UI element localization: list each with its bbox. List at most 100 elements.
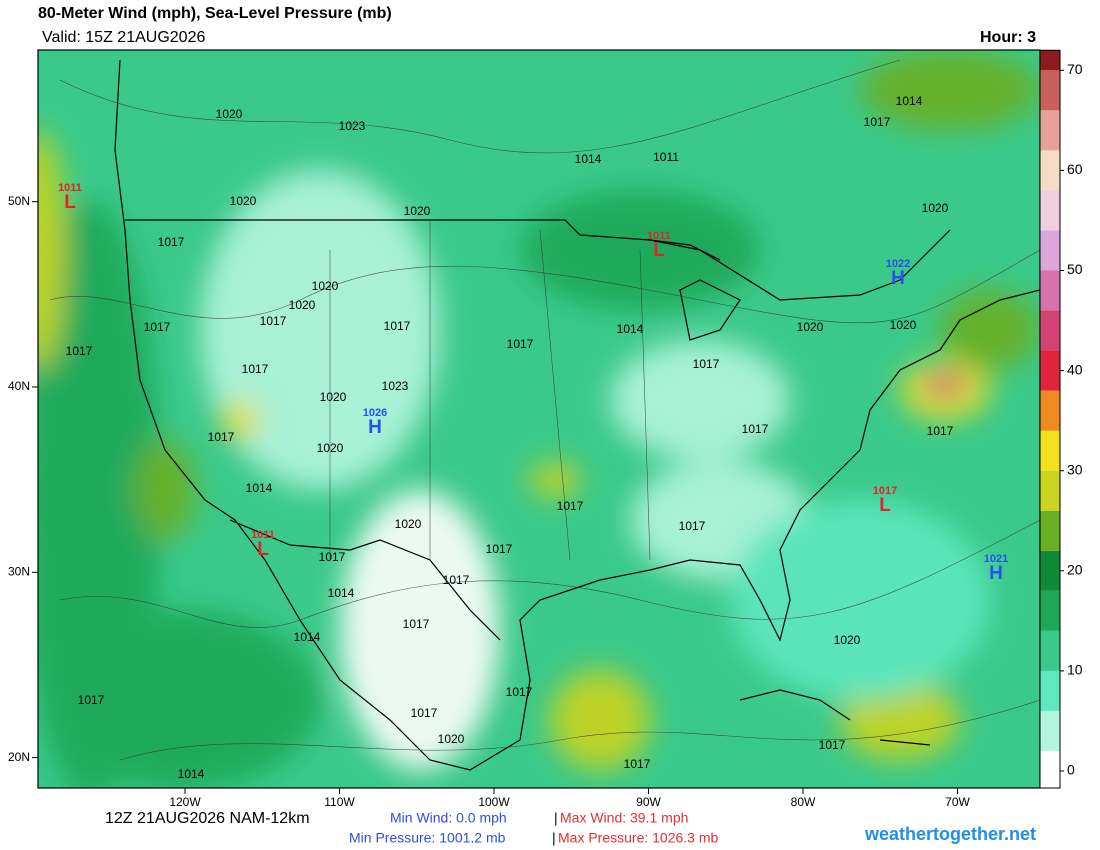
colorbar-tick-label: 60: [1067, 161, 1083, 177]
isobar-label: 1014: [328, 586, 355, 600]
isobar-label: 1020: [320, 390, 347, 404]
isobar-label: 1020: [922, 201, 949, 215]
isobar-label: 1017: [864, 115, 891, 129]
lon-tick-label: 110W: [324, 795, 355, 809]
isobar-label: 1020: [404, 204, 431, 218]
lat-tick-label: 50N: [8, 194, 30, 208]
title: 80-Meter Wind (mph), Sea-Level Pressure …: [38, 5, 392, 22]
isobar-label: 1017: [557, 499, 584, 513]
pressure-center-symbol: H: [368, 417, 382, 438]
lon-tick-label: 70W: [945, 795, 970, 809]
lon-tick-label: 80W: [791, 795, 816, 809]
isobar-label: 1020: [216, 107, 243, 121]
isobar-label: 1020: [230, 194, 257, 208]
colorbar-bin: [1040, 750, 1060, 789]
colorbar-tick-label: 0: [1067, 762, 1075, 778]
colorbar-bin: [1040, 350, 1060, 391]
lon-tick-label: 120W: [169, 795, 201, 809]
isobar-label: 1011: [653, 150, 679, 164]
colorbar-bin: [1040, 670, 1060, 711]
colorbar-tick-label: 30: [1067, 461, 1083, 477]
isobar-label: 1017: [66, 344, 93, 358]
isobar-label: 1017: [144, 320, 171, 334]
colorbar-bin: [1040, 390, 1060, 431]
isobar-label: 1020: [834, 633, 861, 647]
isobar-label: 1020: [289, 298, 316, 312]
colorbar-bin: [1040, 110, 1060, 151]
isobar-label: 1014: [617, 322, 644, 336]
forecast-hour: Hour: 3: [980, 29, 1036, 46]
pressure-center-symbol: L: [257, 539, 269, 560]
colorbar-bin: [1040, 150, 1060, 191]
isobar-label: 1017: [506, 685, 533, 699]
isobar-label: 1017: [679, 519, 706, 533]
isobar-label: 1020: [797, 320, 824, 334]
isobar-label: 1020: [395, 517, 422, 531]
isobar-label: 1017: [403, 617, 430, 631]
min-wind: Min Wind: 0.0 mph: [390, 810, 507, 826]
pressure-center-symbol: H: [891, 268, 905, 289]
lon-tick-label: 90W: [636, 795, 661, 809]
colorbar-bin: [1040, 590, 1060, 631]
colorbar-bin: [1040, 310, 1060, 351]
colorbar-tick-label: 10: [1067, 662, 1083, 678]
colorbar-bin: [1040, 190, 1060, 231]
colorbar-bin: [1040, 70, 1060, 111]
colorbar-tick-label: 70: [1067, 61, 1083, 77]
lat-tick-label: 20N: [8, 750, 30, 764]
model-run: 12Z 21AUG2026 NAM-12km: [105, 810, 310, 827]
pressure-center-value: 1011: [647, 230, 671, 242]
isobar-label: 1017: [384, 319, 411, 333]
pressure-center-value: 1011: [58, 182, 82, 194]
isobar-label: 1014: [294, 630, 321, 644]
valid-time: Valid: 15Z 21AUG2026: [42, 29, 205, 46]
lon-tick-label: 100W: [478, 795, 510, 809]
isobar-label: 1023: [382, 379, 409, 393]
colorbar-tick-label: 40: [1067, 361, 1083, 377]
colorbar-bin: [1040, 270, 1060, 311]
isobar-label: 1020: [312, 279, 339, 293]
isobar-label: 1017: [486, 542, 513, 556]
isobar-label: 1017: [624, 757, 651, 771]
pressure-center-value: 1022: [886, 258, 910, 270]
isobar-label: 1020: [438, 732, 465, 746]
pressure-center-symbol: L: [64, 192, 76, 213]
isobar-label: 1017: [78, 693, 105, 707]
colorbar-bin: [1040, 710, 1060, 751]
pressure-center-value: 1011: [251, 529, 275, 541]
pressure-center-symbol: L: [653, 240, 665, 261]
isobar-label: 1017: [319, 550, 346, 564]
colorbar-frame: [1039, 49, 1061, 789]
pressure-center-value: 1017: [873, 485, 897, 497]
pressure-center-value: 1021: [984, 553, 1008, 565]
isobar-label: 1017: [693, 357, 720, 371]
pressure-center-symbol: H: [989, 563, 1003, 584]
pressure-center-symbol: L: [879, 495, 891, 516]
pressure-center-value: 1026: [363, 407, 387, 419]
colorbar-tick-label: 50: [1067, 261, 1083, 277]
isobar-label: 1017: [507, 337, 534, 351]
isobar-label: 1017: [208, 430, 235, 444]
isobar-label: 1017: [158, 235, 185, 249]
isobar-label: 1020: [317, 441, 344, 455]
lat-tick-label: 40N: [8, 379, 30, 393]
isobar-label: 1020: [890, 318, 917, 332]
colorbar-bin: [1040, 510, 1060, 551]
isobar-label: 1017: [260, 314, 287, 328]
colorbar-bin: [1040, 430, 1060, 471]
colorbar-bin: [1040, 470, 1060, 511]
max-wind: Max Wind: 39.1 mph: [560, 810, 688, 826]
isobar-label: 1014: [575, 152, 602, 166]
isobar-label: 1017: [242, 362, 269, 376]
separator: |: [554, 810, 558, 826]
min-pressure: Min Pressure: 1001.2 mb: [349, 830, 506, 846]
isobar-label: 1017: [742, 422, 769, 436]
separator: |: [552, 830, 556, 846]
site-credit: weathertogether.net: [864, 824, 1036, 844]
isobar-label: 1014: [896, 94, 923, 108]
lat-tick-label: 30N: [8, 564, 30, 578]
colorbar-bin: [1040, 230, 1060, 271]
colorbar-tick-label: 20: [1067, 562, 1083, 578]
isobar-label: 1017: [411, 706, 438, 720]
